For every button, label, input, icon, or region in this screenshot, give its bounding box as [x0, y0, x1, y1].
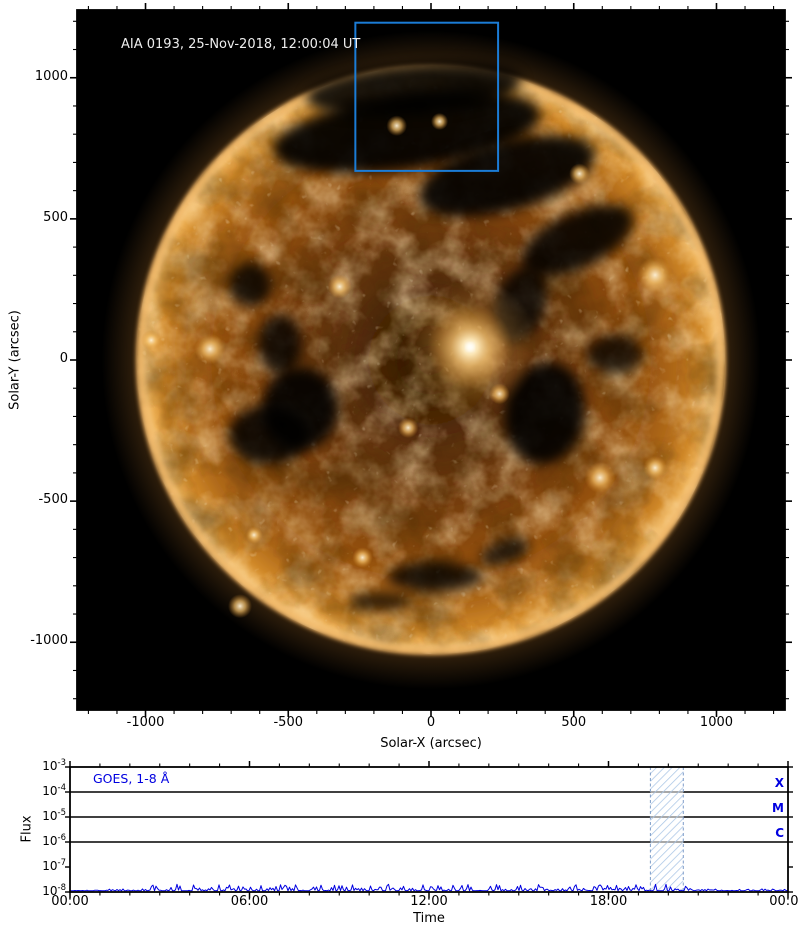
active-region-core [465, 342, 475, 352]
goes-panel [65, 761, 793, 898]
bright-point [637, 257, 674, 294]
roi-box [354, 21, 500, 172]
bright-point [643, 455, 668, 480]
bright-point [327, 274, 352, 299]
coronal-hole [480, 537, 530, 567]
sun-image [101, 30, 761, 690]
bright-point [140, 329, 162, 351]
coronal-hole [228, 405, 308, 465]
bright-point [584, 462, 616, 494]
goes-ticks [65, 761, 793, 898]
coronal-hole [228, 263, 272, 307]
coronal-hole [419, 135, 595, 217]
bright-point [245, 526, 263, 544]
aia-panel [70, 3, 792, 717]
aia-ticks [70, 3, 792, 717]
goes-flux-trace [70, 883, 788, 892]
coronal-hole [349, 591, 410, 612]
bright-point [352, 547, 373, 568]
coronal-hole [587, 334, 644, 374]
coronal-hole [257, 314, 302, 374]
bright-point [397, 417, 419, 439]
bright-point [194, 333, 226, 365]
bright-point [228, 594, 253, 619]
coronal-hole [305, 62, 522, 117]
coronal-hole [521, 204, 633, 276]
bright-point [569, 163, 590, 184]
bright-point [386, 115, 408, 137]
hatch-band [650, 767, 684, 892]
coronal-hole [387, 561, 483, 592]
bright-point [431, 112, 449, 131]
